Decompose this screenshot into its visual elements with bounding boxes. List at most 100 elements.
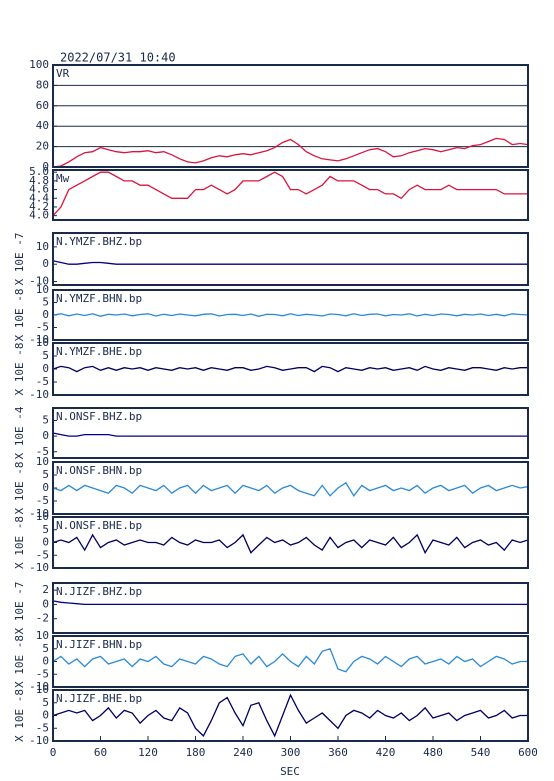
y-tick-label: 0	[42, 536, 49, 549]
y-tick-label: 10	[36, 455, 49, 468]
panel-label: N.JIZF.BHZ.bp	[56, 585, 142, 598]
y-tick-label: 100	[29, 58, 49, 71]
y-tick-label: 40	[36, 119, 49, 132]
x-tick-label: 360	[328, 746, 348, 759]
y-axis-title: X 10E -7	[13, 582, 26, 635]
x-tick-label: 600	[518, 746, 538, 759]
x-tick-label: 540	[471, 746, 491, 759]
x-tick-label: 480	[423, 746, 443, 759]
y-tick-label: -5	[36, 721, 49, 734]
y-tick-label: 80	[36, 78, 49, 91]
panel-frame	[52, 169, 529, 221]
x-tick-label: 120	[138, 746, 158, 759]
y-tick-label: -5	[36, 667, 49, 680]
trace	[53, 647, 528, 673]
panel-frame	[52, 582, 529, 634]
y-tick-label: -5	[36, 321, 49, 334]
panel-label: N.ONSF.BHN.bp	[56, 464, 142, 477]
y-tick-label: -10	[29, 561, 49, 574]
panel-frame	[52, 289, 529, 341]
y-axis-title: X 10E -4	[13, 406, 26, 459]
y-axis-title: X 10E -8	[13, 516, 26, 569]
x-tick-label: 60	[94, 746, 107, 759]
y-tick-label: 5	[42, 414, 49, 427]
y-axis-title: X 10E -8	[13, 289, 26, 342]
x-tick-label: 0	[50, 746, 57, 759]
y-tick-label: -10	[29, 388, 49, 401]
trace	[53, 693, 528, 738]
panel-frame	[52, 407, 529, 459]
y-tick-label: 0	[42, 655, 49, 668]
panel-label: Mw	[56, 172, 70, 185]
panel-label: N.ONSF.BHZ.bp	[56, 410, 142, 423]
y-tick-label: 5	[42, 642, 49, 655]
panel-label: N.YMZF.BHZ.bp	[56, 235, 142, 248]
y-tick-label: 2	[42, 583, 49, 596]
y-tick-label: -10	[29, 507, 49, 520]
panel-frame	[52, 64, 529, 168]
y-tick-label: -10	[29, 333, 49, 346]
y-tick-label: -10	[29, 680, 49, 693]
timestamp: 2022/07/31 10:40	[60, 51, 176, 65]
trace	[53, 260, 528, 265]
y-tick-label: 10	[36, 283, 49, 296]
y-tick-label: 10	[36, 683, 49, 696]
y-tick-label: 0	[42, 257, 49, 270]
panel-frame	[52, 635, 529, 688]
trace	[53, 171, 528, 217]
y-tick-label: 60	[36, 99, 49, 112]
y-tick-label: -2	[36, 612, 49, 625]
y-tick-label: -5	[36, 375, 49, 388]
y-axis-title: X 10E -7	[13, 233, 26, 286]
y-tick-label: -5	[36, 548, 49, 561]
panel-label: N.JIZF.BHE.bp	[56, 692, 142, 705]
panel-label: N.YMZF.BHE.bp	[56, 345, 142, 358]
panel-frame	[52, 232, 529, 286]
y-axis-title: X 10E -8	[13, 635, 26, 688]
panel-label: N.JIZF.BHN.bp	[56, 638, 142, 651]
y-tick-label: 5	[42, 696, 49, 709]
y-tick-label: 5	[42, 296, 49, 309]
y-tick-label: -10	[29, 275, 49, 288]
panel-frame	[52, 342, 529, 396]
y-tick-label: 5	[42, 468, 49, 481]
y-tick-label: 5	[42, 523, 49, 536]
trace	[53, 137, 528, 167]
y-tick-label: 0	[42, 429, 49, 442]
trace	[53, 365, 528, 373]
y-tick-label: 0	[42, 160, 49, 173]
y-tick-label: 4.4	[29, 191, 49, 204]
trace	[53, 432, 528, 437]
y-tick-label: 0	[42, 308, 49, 321]
y-tick-label: 20	[36, 140, 49, 153]
trace	[53, 313, 528, 317]
x-tick-label: 240	[233, 746, 253, 759]
y-tick-label: 10	[36, 336, 49, 349]
panel-frame	[52, 516, 529, 569]
y-axis-title: X 10E -8	[13, 343, 26, 396]
y-tick-label: 4.8	[29, 174, 49, 187]
y-tick-label: 5.0	[29, 165, 49, 178]
y-tick-label: 4.2	[29, 200, 49, 213]
x-tick-label: 180	[186, 746, 206, 759]
y-tick-label: -10	[29, 734, 49, 747]
panel-label: VR	[56, 67, 70, 80]
y-tick-label: 4.0	[29, 209, 49, 222]
y-tick-label: 4.6	[29, 183, 49, 196]
x-tick-label: 300	[281, 746, 301, 759]
x-axis-title: SEC	[280, 765, 300, 778]
y-tick-label: 5	[42, 349, 49, 362]
y-tick-label: 0	[42, 597, 49, 610]
trace	[53, 481, 528, 497]
y-tick-label: 0	[42, 481, 49, 494]
trace	[53, 533, 528, 555]
panel-frame	[52, 461, 529, 515]
y-tick-label: 0	[42, 709, 49, 722]
y-tick-label: 10	[36, 240, 49, 253]
y-tick-label: 10	[36, 510, 49, 523]
y-axis-title: X 10E -8	[13, 462, 26, 515]
x-tick-label: 420	[376, 746, 396, 759]
panel-label: N.ONSF.BHE.bp	[56, 519, 142, 532]
y-axis-title: X 10E -8	[13, 689, 26, 742]
